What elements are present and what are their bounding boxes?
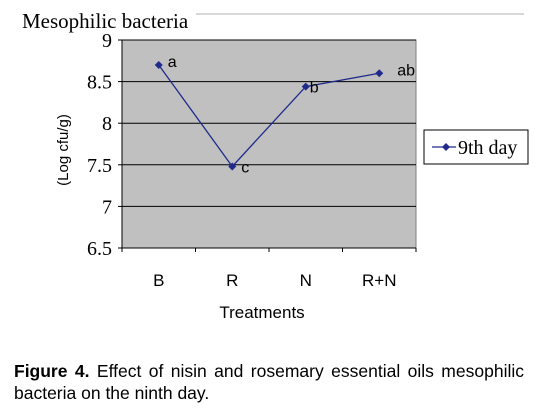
figure-caption: Figure 4. Effect of nisin and rosemary e… (14, 360, 524, 404)
series-9th-day: a c b ab (154, 54, 415, 176)
y-tick-label: 6.5 (87, 238, 112, 260)
data-label: c (241, 159, 249, 176)
y-tick-label: 8 (102, 113, 112, 135)
legend-label: 9th day (458, 137, 517, 159)
caption-text: Effect of nisin and rosemary essential o… (14, 361, 524, 403)
legend: 9th day (423, 129, 529, 165)
x-axis-ticks: B R N R+N (121, 248, 417, 290)
data-point (301, 82, 310, 91)
x-tick-label: N (300, 271, 312, 290)
y-axis-ticks: 9 8.5 8 7.5 7 6.5 (87, 30, 122, 260)
data-point (154, 60, 163, 69)
x-axis-label: Treatments (219, 303, 304, 322)
y-tick-label: 8.5 (87, 72, 112, 94)
data-label: ab (397, 62, 415, 79)
y-tick-label: 7 (102, 196, 112, 218)
legend-marker (442, 143, 450, 151)
y-tick-label: 7.5 (87, 155, 112, 177)
x-tick-label: B (153, 271, 164, 290)
data-point (228, 162, 237, 171)
caption-label: Figure 4. (14, 361, 90, 381)
x-tick-label: R+N (362, 271, 396, 290)
y-axis-label: (Log cfu/g) (55, 114, 72, 186)
x-tick-label: R (226, 271, 238, 290)
data-label: a (168, 54, 177, 71)
y-tick-label: 9 (102, 30, 112, 52)
data-label: b (310, 80, 319, 97)
plot-area (121, 39, 417, 249)
data-point (375, 69, 384, 78)
series-line (158, 64, 380, 168)
chart: Mesophilic bacteria 98.587.576.5 B R N R+N … (22, 9, 529, 322)
chart-title: Mesophilic bacteria (22, 9, 189, 33)
